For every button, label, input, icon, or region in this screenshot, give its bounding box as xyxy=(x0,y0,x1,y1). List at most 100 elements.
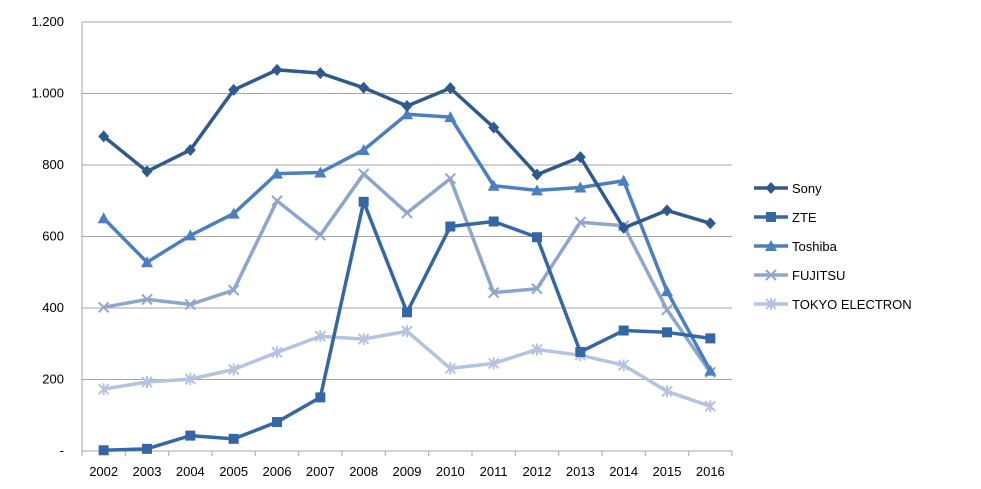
data-point-sony xyxy=(574,151,586,164)
data-point-toshiba xyxy=(314,166,327,178)
data-point-toshiba xyxy=(444,111,457,123)
data-point-fujitsu xyxy=(314,229,327,241)
data-point-tokyo-electron xyxy=(617,359,630,372)
y-tick-labels: - 200 400 600 800 1.000 1.200 xyxy=(31,14,64,458)
data-point-tokyo-electron xyxy=(184,373,197,386)
data-point-fujitsu xyxy=(661,304,673,316)
data-point-sony xyxy=(488,121,500,134)
series-toshiba xyxy=(97,108,717,376)
legend-item-zte: ZTE xyxy=(754,210,817,225)
data-point-sony xyxy=(314,67,326,80)
data-point-toshiba xyxy=(227,207,240,219)
data-point-toshiba xyxy=(357,143,370,155)
x-tick-label: 2005 xyxy=(219,464,248,479)
data-point-zte xyxy=(185,430,196,441)
data-point-sony xyxy=(98,130,110,143)
data-point-tokyo-electron xyxy=(314,330,327,343)
data-point-toshiba xyxy=(184,229,197,241)
data-point-fujitsu xyxy=(184,298,197,311)
data-point-tokyo-electron xyxy=(97,383,110,396)
data-point-fujitsu xyxy=(227,284,240,296)
data-point-zte xyxy=(488,216,499,227)
data-point-toshiba xyxy=(574,181,587,193)
data-point-fujitsu xyxy=(487,286,500,299)
x-tick-label: 2007 xyxy=(306,464,335,479)
data-point-tokyo-electron xyxy=(531,343,543,356)
data-point-sony xyxy=(358,81,370,94)
series-sony xyxy=(98,63,716,234)
data-point-fujitsu xyxy=(574,216,587,228)
data-point-tokyo-electron xyxy=(271,346,283,359)
legend-marker xyxy=(765,269,777,281)
y-tick-label: - xyxy=(60,443,64,458)
data-point-tokyo-electron xyxy=(704,400,717,413)
series-zte xyxy=(98,196,716,456)
data-point-toshiba xyxy=(617,174,630,186)
data-point-tokyo-electron xyxy=(661,385,673,398)
data-point-toshiba xyxy=(271,167,283,179)
legend-label: ZTE xyxy=(792,210,817,225)
data-point-zte xyxy=(315,392,326,403)
y-tick-label: 1.000 xyxy=(31,86,64,101)
data-point-sony xyxy=(271,63,283,76)
data-point-toshiba xyxy=(704,364,717,376)
x-tick-label: 2002 xyxy=(89,464,118,479)
data-point-toshiba xyxy=(531,184,543,196)
axes xyxy=(81,22,733,456)
x-tick-label: 2014 xyxy=(609,464,638,479)
y-tick-label: 200 xyxy=(42,372,64,387)
data-point-toshiba xyxy=(97,212,110,224)
data-point-zte xyxy=(662,327,672,338)
legend-item-sony: Sony xyxy=(754,181,822,196)
series-tokyo-electron xyxy=(97,325,717,413)
data-point-tokyo-electron xyxy=(357,333,370,346)
legend-marker xyxy=(765,298,777,310)
data-point-zte xyxy=(358,196,369,207)
legend-label: Toshiba xyxy=(792,239,838,254)
data-point-fujitsu xyxy=(401,207,413,219)
data-point-sony xyxy=(704,217,716,230)
legend: Sony ZTE Toshiba FUJITSU TOKYO ELECTRON xyxy=(754,181,912,312)
data-point-sony xyxy=(531,168,543,181)
x-tick-label: 2011 xyxy=(480,464,508,479)
data-point-sony xyxy=(184,143,196,156)
legend-item-fujitsu: FUJITSU xyxy=(754,268,845,283)
x-tick-label: 2008 xyxy=(349,464,378,479)
data-point-fujitsu xyxy=(444,172,457,185)
x-tick-label: 2006 xyxy=(263,464,292,479)
x-tick-label: 2016 xyxy=(696,464,725,479)
legend-label: Sony xyxy=(792,181,822,196)
data-point-zte xyxy=(98,445,109,456)
data-point-toshiba xyxy=(487,179,500,191)
data-point-fujitsu xyxy=(271,195,283,207)
data-point-sony xyxy=(401,100,413,113)
data-point-fujitsu xyxy=(97,301,110,313)
y-tick-label: 800 xyxy=(42,157,64,172)
x-tick-label: 2015 xyxy=(653,464,682,479)
x-tick-label: 2013 xyxy=(566,464,595,479)
data-point-zte xyxy=(705,333,716,344)
legend-marker xyxy=(766,212,776,222)
data-point-sony xyxy=(444,82,456,95)
data-point-toshiba xyxy=(401,108,413,120)
y-tick-label: 400 xyxy=(42,300,64,315)
data-point-fujitsu xyxy=(357,168,370,180)
data-point-tokyo-electron xyxy=(444,362,457,375)
series-line-fujitsu xyxy=(103,172,712,374)
data-point-zte xyxy=(272,417,282,428)
x-tick-label: 2010 xyxy=(436,464,465,479)
legend-item-toshiba: Toshiba xyxy=(754,239,838,254)
data-point-fujitsu xyxy=(531,282,543,295)
legend-marker xyxy=(765,182,777,194)
data-point-zte xyxy=(402,307,412,318)
data-point-sony xyxy=(618,221,630,234)
data-point-sony xyxy=(228,83,240,96)
data-point-zte xyxy=(575,346,586,357)
data-point-tokyo-electron xyxy=(487,357,500,370)
data-point-toshiba xyxy=(141,256,153,268)
legend-item-tokyo-electron: TOKYO ELECTRON xyxy=(754,297,912,312)
data-point-fujitsu xyxy=(141,293,153,306)
x-tick-labels: 2002 2003 2004 2005 2006 2007 2008 2009 2010 2011… xyxy=(89,464,725,479)
x-tick-label: 2009 xyxy=(393,464,422,479)
